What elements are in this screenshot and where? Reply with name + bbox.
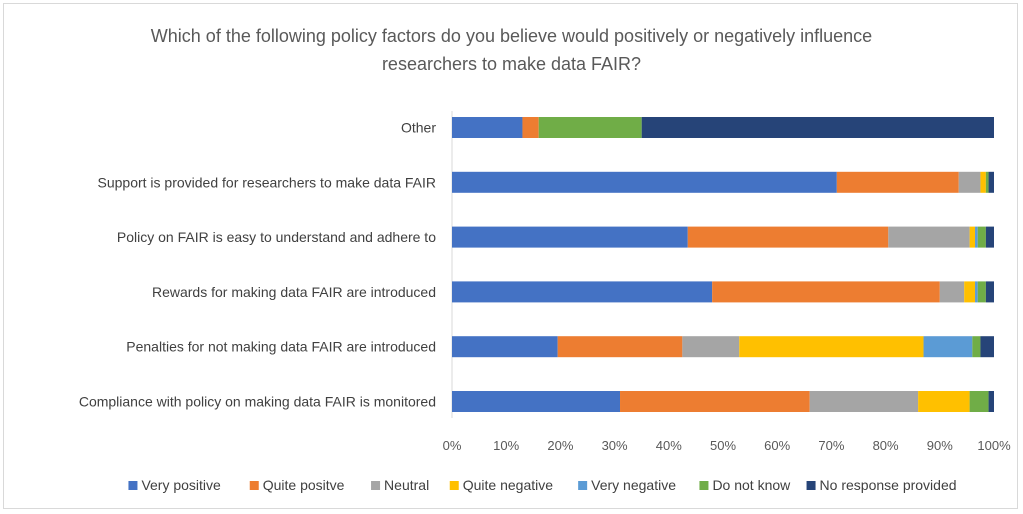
x-tick-label: 70% — [818, 438, 844, 453]
legend-swatch — [699, 481, 709, 490]
x-tick-label: 50% — [710, 438, 736, 453]
bar-segment-very-positive — [452, 281, 713, 303]
category-label: Support is provided for researchers to m… — [98, 174, 437, 190]
bar-segment-neutral — [888, 226, 970, 248]
bar-segment-neutral — [682, 336, 740, 358]
category-label: Penalties for not making data FAIR are i… — [126, 339, 436, 355]
bar-segment-quite-negative — [980, 171, 986, 193]
bar-segment-do-not-know — [969, 391, 989, 412]
bar-segment-very-negative — [975, 281, 978, 303]
bar-segment-quite-negative — [918, 391, 970, 412]
category-label: Other — [401, 120, 436, 136]
x-tick-label: 90% — [927, 438, 953, 453]
bar-segment-quite-positve — [836, 171, 959, 193]
bar-segment-quite-positve — [522, 117, 539, 138]
bar-segment-no-response-provided — [985, 281, 994, 303]
legend-swatch — [371, 481, 381, 490]
bar-segment-no-response-provided — [985, 226, 994, 248]
legend-swatch — [249, 481, 259, 490]
bar-segment-do-not-know — [985, 171, 989, 193]
chart-title: Which of the following policy factors do… — [0, 22, 1023, 78]
bar-segment-do-not-know — [977, 281, 986, 303]
bar-segment-do-not-know — [977, 226, 986, 248]
legend-label: No response provided — [820, 477, 957, 493]
bar-segment-very-positive — [452, 117, 523, 138]
bar-segment-quite-positve — [712, 281, 940, 303]
bar-segment-no-response-provided — [641, 117, 994, 138]
bar-segment-quite-negative — [739, 336, 924, 358]
bar-segment-neutral — [809, 391, 919, 412]
legend-swatch — [578, 481, 588, 490]
x-tick-label: 100% — [977, 438, 1011, 453]
x-tick-label: 80% — [873, 438, 899, 453]
bar-segment-quite-positve — [557, 336, 683, 358]
legend-swatch — [806, 481, 816, 490]
x-tick-label: 0% — [443, 438, 462, 453]
x-tick-label: 30% — [602, 438, 628, 453]
chart-title-line-2: researchers to make data FAIR? — [381, 54, 642, 74]
chart-title-line-1: Which of the following policy factors do… — [150, 26, 873, 46]
category-label: Compliance with policy on making data FA… — [79, 394, 436, 410]
legend-label: Quite negative — [463, 477, 553, 493]
x-tick-label: 40% — [656, 438, 682, 453]
category-label: Rewards for making data FAIR are introdu… — [152, 284, 436, 300]
bar-segment-very-positive — [452, 226, 688, 248]
bar-segment-quite-negative — [964, 281, 976, 303]
bar-segment-very-positive — [452, 336, 558, 358]
legend-label: Do not know — [712, 477, 791, 493]
bar-segment-quite-positve — [687, 226, 889, 248]
bar-segment-neutral — [939, 281, 965, 303]
bar-segment-neutral — [958, 171, 981, 193]
bar-segment-quite-positve — [620, 391, 810, 412]
bar-segment-very-positive — [452, 391, 621, 412]
legend-label: Quite positve — [263, 477, 345, 493]
bar-segment-no-response-provided — [980, 336, 994, 358]
x-tick-label: 60% — [764, 438, 790, 453]
legend-swatch — [128, 481, 138, 490]
bar-segment-do-not-know — [972, 336, 981, 358]
chart-frame — [3, 3, 1018, 509]
category-label: Policy on FAIR is easy to understand and… — [117, 229, 436, 245]
legend-label: Very negative — [591, 477, 676, 493]
legend-label: Very positive — [141, 477, 221, 493]
bar-segment-very-positive — [452, 171, 837, 193]
bar-segment-quite-negative — [969, 226, 976, 248]
legend-label: Neutral — [384, 477, 429, 493]
bar-segment-no-response-provided — [988, 391, 994, 412]
bar-segment-very-negative — [975, 226, 978, 248]
bar-segment-do-not-know — [538, 117, 642, 138]
bar-segment-no-response-provided — [988, 171, 994, 193]
x-tick-label: 20% — [547, 438, 573, 453]
legend-swatch — [449, 481, 459, 490]
x-tick-label: 10% — [493, 438, 519, 453]
bar-segment-very-negative — [923, 336, 973, 358]
